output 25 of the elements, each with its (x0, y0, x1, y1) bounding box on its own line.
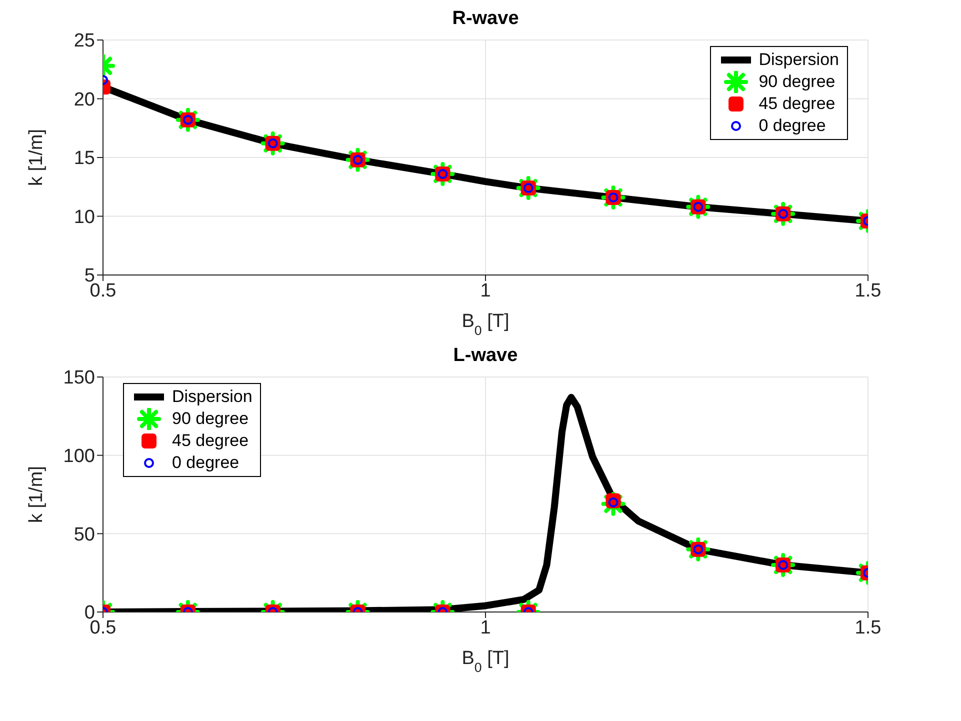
y-tick-label: 150 (63, 368, 95, 389)
legend-label: Dispersion (758, 50, 839, 70)
x-tick-label: 1.5 (854, 617, 882, 638)
x-axis-title: B$_{0}$ [T] (462, 648, 510, 674)
legend-label: 45 degree (172, 431, 249, 451)
legend-label: 90 degree (172, 409, 249, 429)
y-axis-title: k [1/m] (26, 128, 47, 186)
y-tick-label: 15 (74, 148, 95, 170)
legend-label: 0 degree (172, 453, 240, 473)
x-tick-label: 1.5 (854, 280, 882, 302)
chart-title: L-wave (452, 345, 519, 367)
legend-label: 0 degree (758, 116, 826, 136)
y-tick-label: 10 (74, 206, 95, 228)
y-tick-label: 25 (74, 30, 95, 52)
y-tick-label: 20 (74, 89, 95, 110)
y-tick-label: 100 (63, 446, 95, 468)
legend-label: 45 degree (758, 94, 836, 114)
legend-label: 90 degree (758, 72, 836, 92)
x-axis-title: B$_{0}$ [T] (462, 311, 510, 338)
chart-title: R-wave (451, 8, 520, 30)
y-tick-label: 50 (74, 524, 95, 546)
y-axis-title: k [1/m] (26, 466, 47, 524)
x-tick-label: 1 (480, 280, 491, 302)
legend-label: Dispersion (172, 387, 252, 407)
x-tick-label: 1 (480, 617, 491, 638)
